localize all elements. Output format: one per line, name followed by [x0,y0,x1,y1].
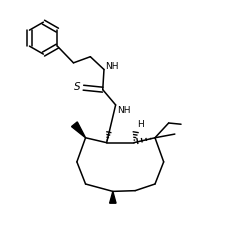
Text: S: S [74,82,81,92]
Text: H: H [137,120,144,129]
Text: NH: NH [117,106,130,115]
Text: NH: NH [105,62,119,71]
Polygon shape [110,191,116,203]
Polygon shape [71,122,86,138]
